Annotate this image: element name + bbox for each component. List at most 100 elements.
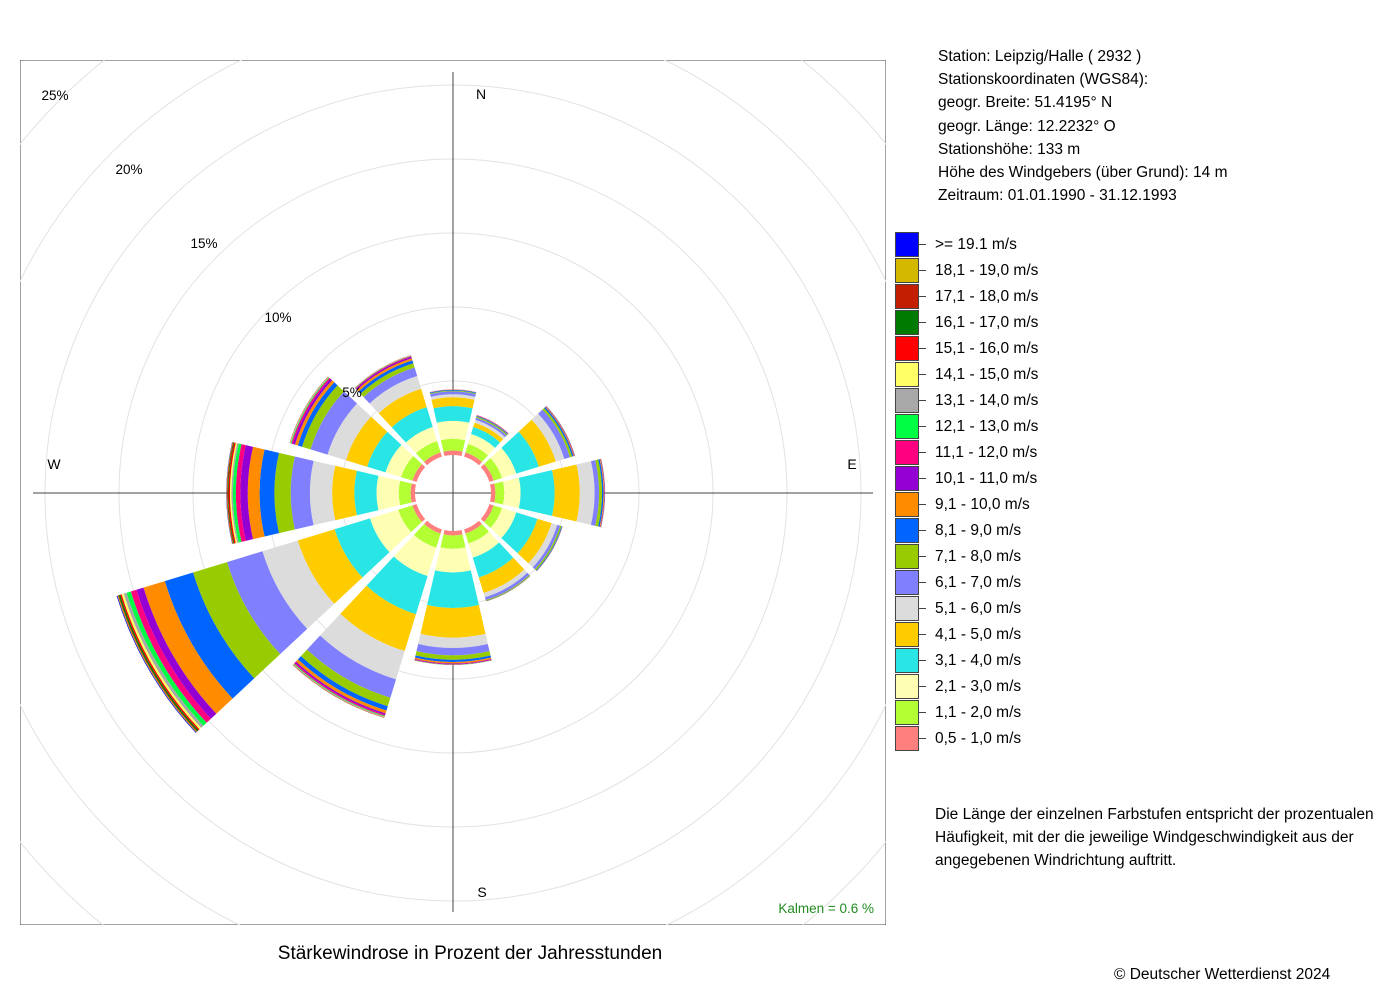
latitude: geogr. Breite: 51.4195° N xyxy=(938,94,1113,112)
speed-band xyxy=(414,660,492,666)
legend-tick xyxy=(919,608,926,609)
speed-band xyxy=(490,447,517,478)
legend-tick xyxy=(919,400,926,401)
legend-tick xyxy=(919,270,926,271)
speed-band xyxy=(420,605,486,638)
speed-band xyxy=(490,508,517,539)
sector-30 xyxy=(464,415,509,466)
speed-band xyxy=(414,659,492,665)
legend-swatch xyxy=(895,310,919,335)
speed-band xyxy=(332,465,357,521)
explanation-note: Die Länge der einzelnen Farbstufen entsp… xyxy=(935,806,1374,869)
speed-band xyxy=(472,542,514,578)
radial-tick-label: 15% xyxy=(190,236,217,251)
speed-band xyxy=(528,523,558,568)
speed-band xyxy=(290,456,314,530)
speed-band xyxy=(464,452,482,466)
speed-band xyxy=(235,444,246,542)
legend-label: 6,1 - 7,0 m/s xyxy=(935,574,1022,591)
speed-band xyxy=(600,458,605,528)
speed-band xyxy=(443,450,463,456)
speed-band xyxy=(483,569,528,598)
legend-tick xyxy=(919,738,926,739)
speed-band xyxy=(532,524,561,570)
radial-tick-label: 20% xyxy=(115,162,142,177)
speed-band xyxy=(240,445,254,541)
legend-label: 7,1 - 8,0 m/s xyxy=(935,548,1022,565)
speed-band xyxy=(356,358,413,392)
sensor-height: Höhe des Windgebers (über Grund): 14 m xyxy=(938,164,1228,182)
direction-label-e: E xyxy=(847,456,856,472)
legend-swatch xyxy=(895,674,919,699)
legend-swatch xyxy=(895,570,919,595)
speed-band xyxy=(590,460,600,526)
calm-label: Kalmen = 0.6 % xyxy=(778,901,874,916)
copyright: © Deutscher Wetterdienst 2024 xyxy=(1114,966,1331,983)
speed-band xyxy=(366,556,428,615)
speed-band xyxy=(309,460,336,526)
speed-band xyxy=(440,438,466,452)
speed-band xyxy=(436,420,470,441)
legend-tick xyxy=(919,478,926,479)
speed-band xyxy=(429,389,477,393)
speed-band xyxy=(443,530,463,536)
speed-band xyxy=(410,483,416,503)
speed-band xyxy=(518,470,555,516)
speed-band xyxy=(401,455,422,481)
coordinates-title: Stationskoordinaten (WGS84): xyxy=(938,71,1149,89)
speed-band xyxy=(414,660,492,665)
speed-band xyxy=(433,406,473,423)
speed-band xyxy=(430,391,476,397)
speed-band xyxy=(292,378,333,445)
speed-band xyxy=(320,613,405,680)
chart-title: Stärkewindrose in Prozent der Jahresstun… xyxy=(277,943,663,964)
speed-band xyxy=(247,446,265,540)
legend-tick xyxy=(919,348,926,349)
speed-band xyxy=(473,422,504,443)
legend-swatch xyxy=(895,726,919,751)
speed-band xyxy=(412,464,426,482)
legend-label: 10,1 - 11,0 m/s xyxy=(935,470,1038,487)
speed-band xyxy=(413,524,441,548)
speed-band xyxy=(385,444,414,478)
speed-band xyxy=(494,481,505,505)
speed-band xyxy=(226,442,233,544)
speed-band xyxy=(126,591,207,726)
legend-tick xyxy=(919,686,926,687)
legend-tick xyxy=(919,504,926,505)
legend-swatch xyxy=(895,700,919,725)
legend-swatch xyxy=(895,258,919,283)
sector-270 xyxy=(226,442,416,544)
speed-band xyxy=(471,426,501,448)
speed-band xyxy=(599,458,605,528)
legend-swatch xyxy=(895,622,919,647)
legend-swatch xyxy=(895,518,919,543)
sector-210 xyxy=(292,520,442,718)
legend-tick xyxy=(919,452,926,453)
legend-label: 8,1 - 9,0 m/s xyxy=(935,522,1022,539)
legend-tick xyxy=(919,634,926,635)
speed-band xyxy=(503,477,521,509)
speed-band xyxy=(474,419,506,440)
legend-swatch xyxy=(895,466,919,491)
legend-swatch xyxy=(895,232,919,257)
direction-label-w: W xyxy=(47,456,61,472)
sector-90 xyxy=(490,458,606,528)
legend-label: 13,1 - 14,0 m/s xyxy=(935,392,1039,409)
direction-label-n: N xyxy=(476,86,486,102)
radial-tick-label: 5% xyxy=(342,385,362,400)
speed-band xyxy=(431,397,475,409)
speed-band xyxy=(430,394,476,400)
sector-layer xyxy=(116,355,606,733)
speed-band xyxy=(345,416,388,467)
speed-band xyxy=(227,551,308,655)
station-info: Station: Leipzig/Halle ( 2932 ) Stations… xyxy=(938,45,1227,207)
speed-band xyxy=(334,518,390,578)
time-period: Zeitraum: 01.01.1990 - 31.12.1993 xyxy=(938,187,1177,205)
speed-band xyxy=(302,385,345,450)
speed-band xyxy=(517,518,552,564)
grid-circle xyxy=(20,60,886,925)
speed-band xyxy=(518,419,556,467)
legend-swatch xyxy=(895,336,919,361)
speed-band xyxy=(414,655,492,662)
